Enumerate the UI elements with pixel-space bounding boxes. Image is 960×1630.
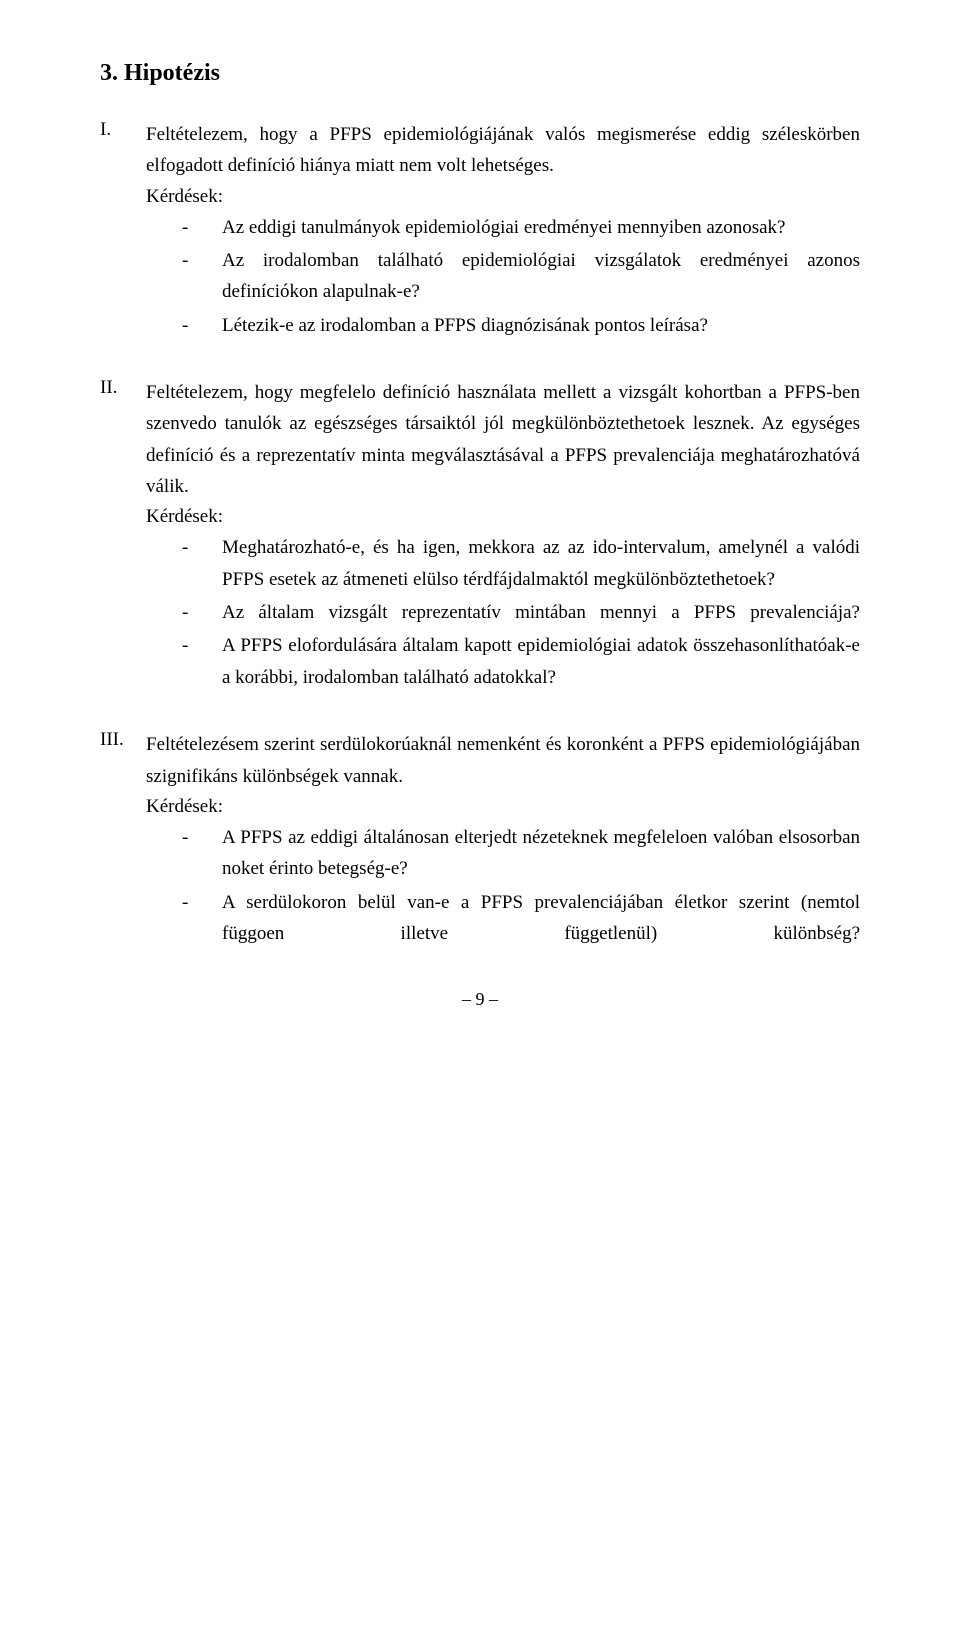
- bullet-item: - A serdülokoron belül van-e a PFPS prev…: [146, 887, 860, 950]
- bullet-text: Meghatározható-e, és ha igen, mekkora az…: [222, 532, 860, 595]
- bullet-text: A PFPS elofordulására általam kapott epi…: [222, 630, 860, 693]
- bullet-list: - Meghatározható-e, és ha igen, mekkora …: [146, 532, 860, 693]
- bullet-dash: -: [146, 887, 222, 918]
- section-heading: 3. Hipotézis: [100, 60, 860, 87]
- bullet-text: Létezik-e az irodalomban a PFPS diagnózi…: [222, 310, 860, 341]
- bullet-text: Az irodalomban található epidemiológiai …: [222, 245, 860, 308]
- intro-paragraph: Feltételezem, hogy a PFPS epidemiológiáj…: [146, 119, 860, 182]
- roman-numeral: III.: [100, 729, 146, 751]
- intro-paragraph: Feltételezésem szerint serdülokorúaknál …: [146, 729, 860, 792]
- roman-numeral: II.: [100, 377, 146, 399]
- bullet-item: - Az irodalomban található epidemiológia…: [146, 245, 860, 308]
- bullet-dash: -: [146, 630, 222, 661]
- hypothesis-section-3: III. Feltételezésem szerint serdülokorúa…: [100, 729, 860, 949]
- bullet-dash: -: [146, 597, 222, 628]
- hypothesis-section-1: I. Feltételezem, hogy a PFPS epidemiológ…: [100, 119, 860, 341]
- bullet-list: - Az eddigi tanulmányok epidemiológiai e…: [146, 212, 860, 341]
- intro-paragraph: Feltételezem, hogy megfelelo definíció h…: [146, 377, 860, 502]
- bullet-dash: -: [146, 245, 222, 276]
- bullet-dash: -: [146, 532, 222, 563]
- bullet-text: Az eddigi tanulmányok epidemiológiai ere…: [222, 212, 860, 243]
- bullet-list: - A PFPS az eddigi általánosan elterjedt…: [146, 822, 860, 949]
- questions-label: Kérdések:: [146, 186, 860, 208]
- bullet-item: - Meghatározható-e, és ha igen, mekkora …: [146, 532, 860, 595]
- roman-numeral: I.: [100, 119, 146, 141]
- bullet-text: A PFPS az eddigi általánosan elterjedt n…: [222, 822, 860, 885]
- questions-label: Kérdések:: [146, 506, 860, 528]
- page-number: – 9 –: [100, 989, 860, 1010]
- bullet-item: - Az eddigi tanulmányok epidemiológiai e…: [146, 212, 860, 243]
- questions-label: Kérdések:: [146, 796, 860, 818]
- bullet-dash: -: [146, 822, 222, 853]
- bullet-item: - A PFPS elofordulására általam kapott e…: [146, 630, 860, 693]
- bullet-item: - Létezik-e az irodalomban a PFPS diagnó…: [146, 310, 860, 341]
- bullet-item: - Az általam vizsgált reprezentatív mint…: [146, 597, 860, 628]
- bullet-item: - A PFPS az eddigi általánosan elterjedt…: [146, 822, 860, 885]
- bullet-text: Az általam vizsgált reprezentatív mintáb…: [222, 597, 860, 628]
- bullet-dash: -: [146, 212, 222, 243]
- document-page: 3. Hipotézis I. Feltételezem, hogy a PFP…: [0, 0, 960, 1050]
- bullet-text: A serdülokoron belül van-e a PFPS preval…: [222, 887, 860, 950]
- hypothesis-section-2: II. Feltételezem, hogy megfelelo definíc…: [100, 377, 860, 693]
- bullet-dash: -: [146, 310, 222, 341]
